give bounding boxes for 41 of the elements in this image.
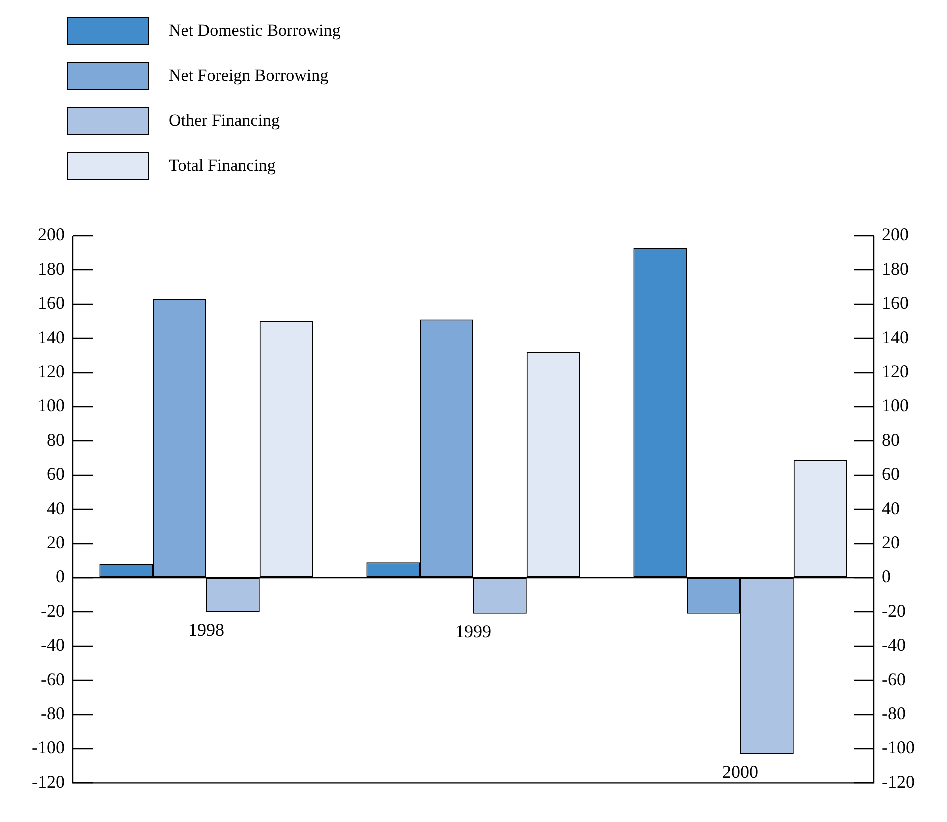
y-tick-label: 40 (46, 498, 65, 518)
y2-tick-label: -80 (882, 704, 906, 724)
y-tick-label: 0 (56, 566, 65, 587)
y2-tick-label: 160 (882, 293, 910, 314)
y-tick-label: 60 (46, 464, 65, 484)
y2-tick-label: 140 (882, 327, 910, 348)
y2-tick-label: -120 (882, 772, 916, 792)
legend-label: Other Financing (169, 110, 280, 130)
y-tick-label: -100 (32, 738, 65, 758)
y-tick-label: 100 (38, 396, 65, 416)
y2-tick-label: 40 (882, 498, 900, 518)
y-tick-label: -40 (40, 635, 65, 656)
y2-tick-label: 100 (882, 396, 910, 416)
y-tick-label: -120 (32, 772, 65, 792)
y2-tick-label: -20 (882, 600, 906, 621)
legend-label: Net Foreign Borrowing (169, 66, 329, 86)
x-tick-label: 1998 (188, 620, 224, 640)
y-tick-label: -80 (40, 704, 65, 724)
y-tick-label: 160 (38, 293, 65, 314)
y-tick-label: -60 (40, 669, 65, 690)
y-tick-label: 180 (38, 258, 65, 279)
y2-tick-label: 0 (882, 566, 892, 587)
y2-tick-label: 120 (882, 362, 910, 382)
y-tick-label: -20 (40, 600, 65, 621)
y-tick-label: 80 (46, 430, 65, 450)
y-tick-label: 140 (38, 327, 65, 348)
y2-tick-label: 180 (882, 258, 910, 279)
y-tick-label: 200 (38, 224, 65, 245)
legend-label: Total Financing (169, 156, 276, 176)
y-tick-label: 20 (46, 532, 65, 553)
y2-tick-label: 80 (882, 430, 900, 450)
y2-tick-label: -60 (882, 669, 906, 690)
x-tick-label: 2000 (722, 762, 759, 782)
y2-tick-label: -100 (882, 738, 916, 758)
x-tick-label: 1999 (456, 622, 492, 642)
y-tick-label: 120 (38, 362, 65, 382)
y2-tick-label: -40 (882, 635, 906, 656)
y2-tick-label: 20 (882, 532, 900, 553)
y2-tick-label: 200 (882, 224, 910, 245)
legend-label: Net Domestic Borrowing (169, 20, 341, 40)
y2-tick-label: 60 (882, 464, 900, 484)
